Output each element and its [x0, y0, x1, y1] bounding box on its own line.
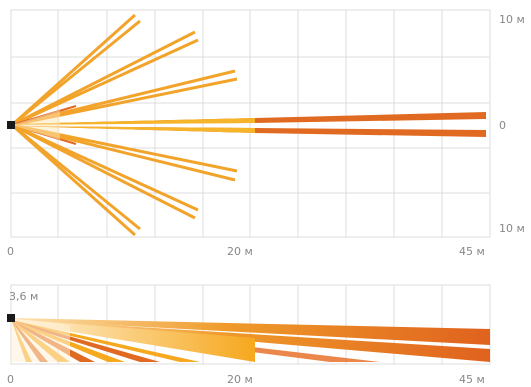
side-x-label-start: 0 [7, 373, 14, 386]
beam-center-upper [12, 112, 486, 124]
top-y-label-bottom: 10 м [499, 222, 525, 235]
beam-center-lower-fade [12, 126, 255, 133]
side-beams [12, 318, 490, 362]
side-height-label: 3,6 м [9, 290, 38, 303]
side-x-label-end: 45 м [459, 373, 485, 386]
beam-bot-1b [11, 123, 136, 237]
top-x-label-end: 45 м [459, 245, 485, 258]
top-beams [11, 13, 486, 237]
beam-bot-2b [11, 123, 196, 220]
side-x-label-mid: 20 м [227, 373, 253, 386]
beam-top-1b [11, 19, 141, 127]
top-y-label-top: 10 м [499, 13, 525, 26]
top-view: 0 20 м 45 м 10 м 0 10 м [7, 9, 525, 258]
beam-center-upper-fade [12, 118, 255, 125]
side-beam-near-fade [12, 318, 70, 362]
top-y-label-center: 0 [499, 119, 506, 132]
side-view: 3,6 м 0 20 м 45 м [7, 284, 491, 386]
beam-top-2b [11, 38, 199, 127]
sensor-icon [7, 121, 15, 129]
side-beam-mid-2 [12, 319, 255, 362]
top-x-label-start: 0 [7, 245, 14, 258]
side-beam-long-1 [12, 318, 490, 345]
top-grid [10, 9, 491, 238]
top-x-label-mid: 20 м [227, 245, 253, 258]
beam-near-fade [12, 110, 60, 140]
sensor-side-icon [7, 314, 15, 322]
